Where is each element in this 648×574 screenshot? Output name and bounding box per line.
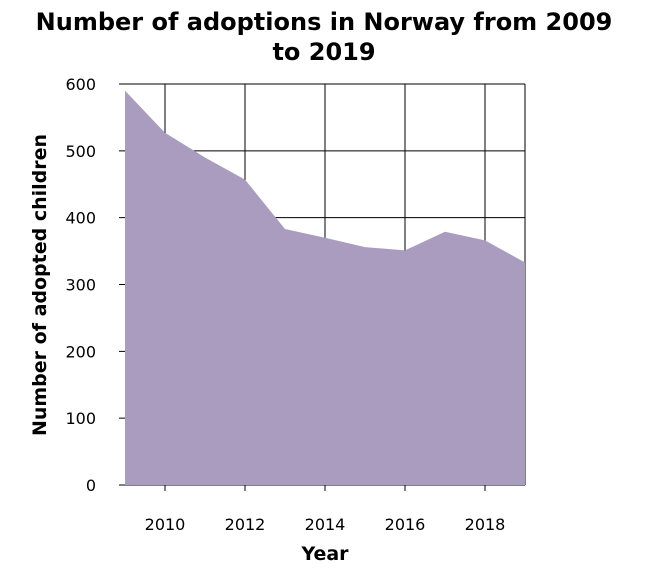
y-axis-label: Number of adopted children: [29, 134, 51, 436]
chart-title-line-2: to 2019: [272, 38, 375, 66]
y-axis-ticks: 0 100 200 300 400 500 600: [65, 75, 96, 495]
x-tick-label: 2014: [305, 515, 346, 534]
y-tick-label: 300: [65, 276, 96, 295]
y-tick-label: 600: [65, 75, 96, 94]
x-axis-label: Year: [300, 543, 349, 565]
area-series: [125, 90, 525, 485]
y-tick-label: 200: [65, 342, 96, 361]
x-axis-ticks: 2010 2012 2014 2016 2018: [145, 515, 506, 534]
y-tick-label: 400: [65, 209, 96, 228]
x-tick-label: 2012: [225, 515, 266, 534]
y-tick-label: 100: [65, 409, 96, 428]
y-tick-label: 0: [86, 476, 96, 495]
x-tick-label: 2018: [465, 515, 506, 534]
x-tick-label: 2016: [385, 515, 426, 534]
y-tick-label: 500: [65, 142, 96, 161]
chart-title-line-1: Number of adoptions in Norway from 2009: [36, 8, 613, 36]
x-tick-label: 2010: [145, 515, 186, 534]
